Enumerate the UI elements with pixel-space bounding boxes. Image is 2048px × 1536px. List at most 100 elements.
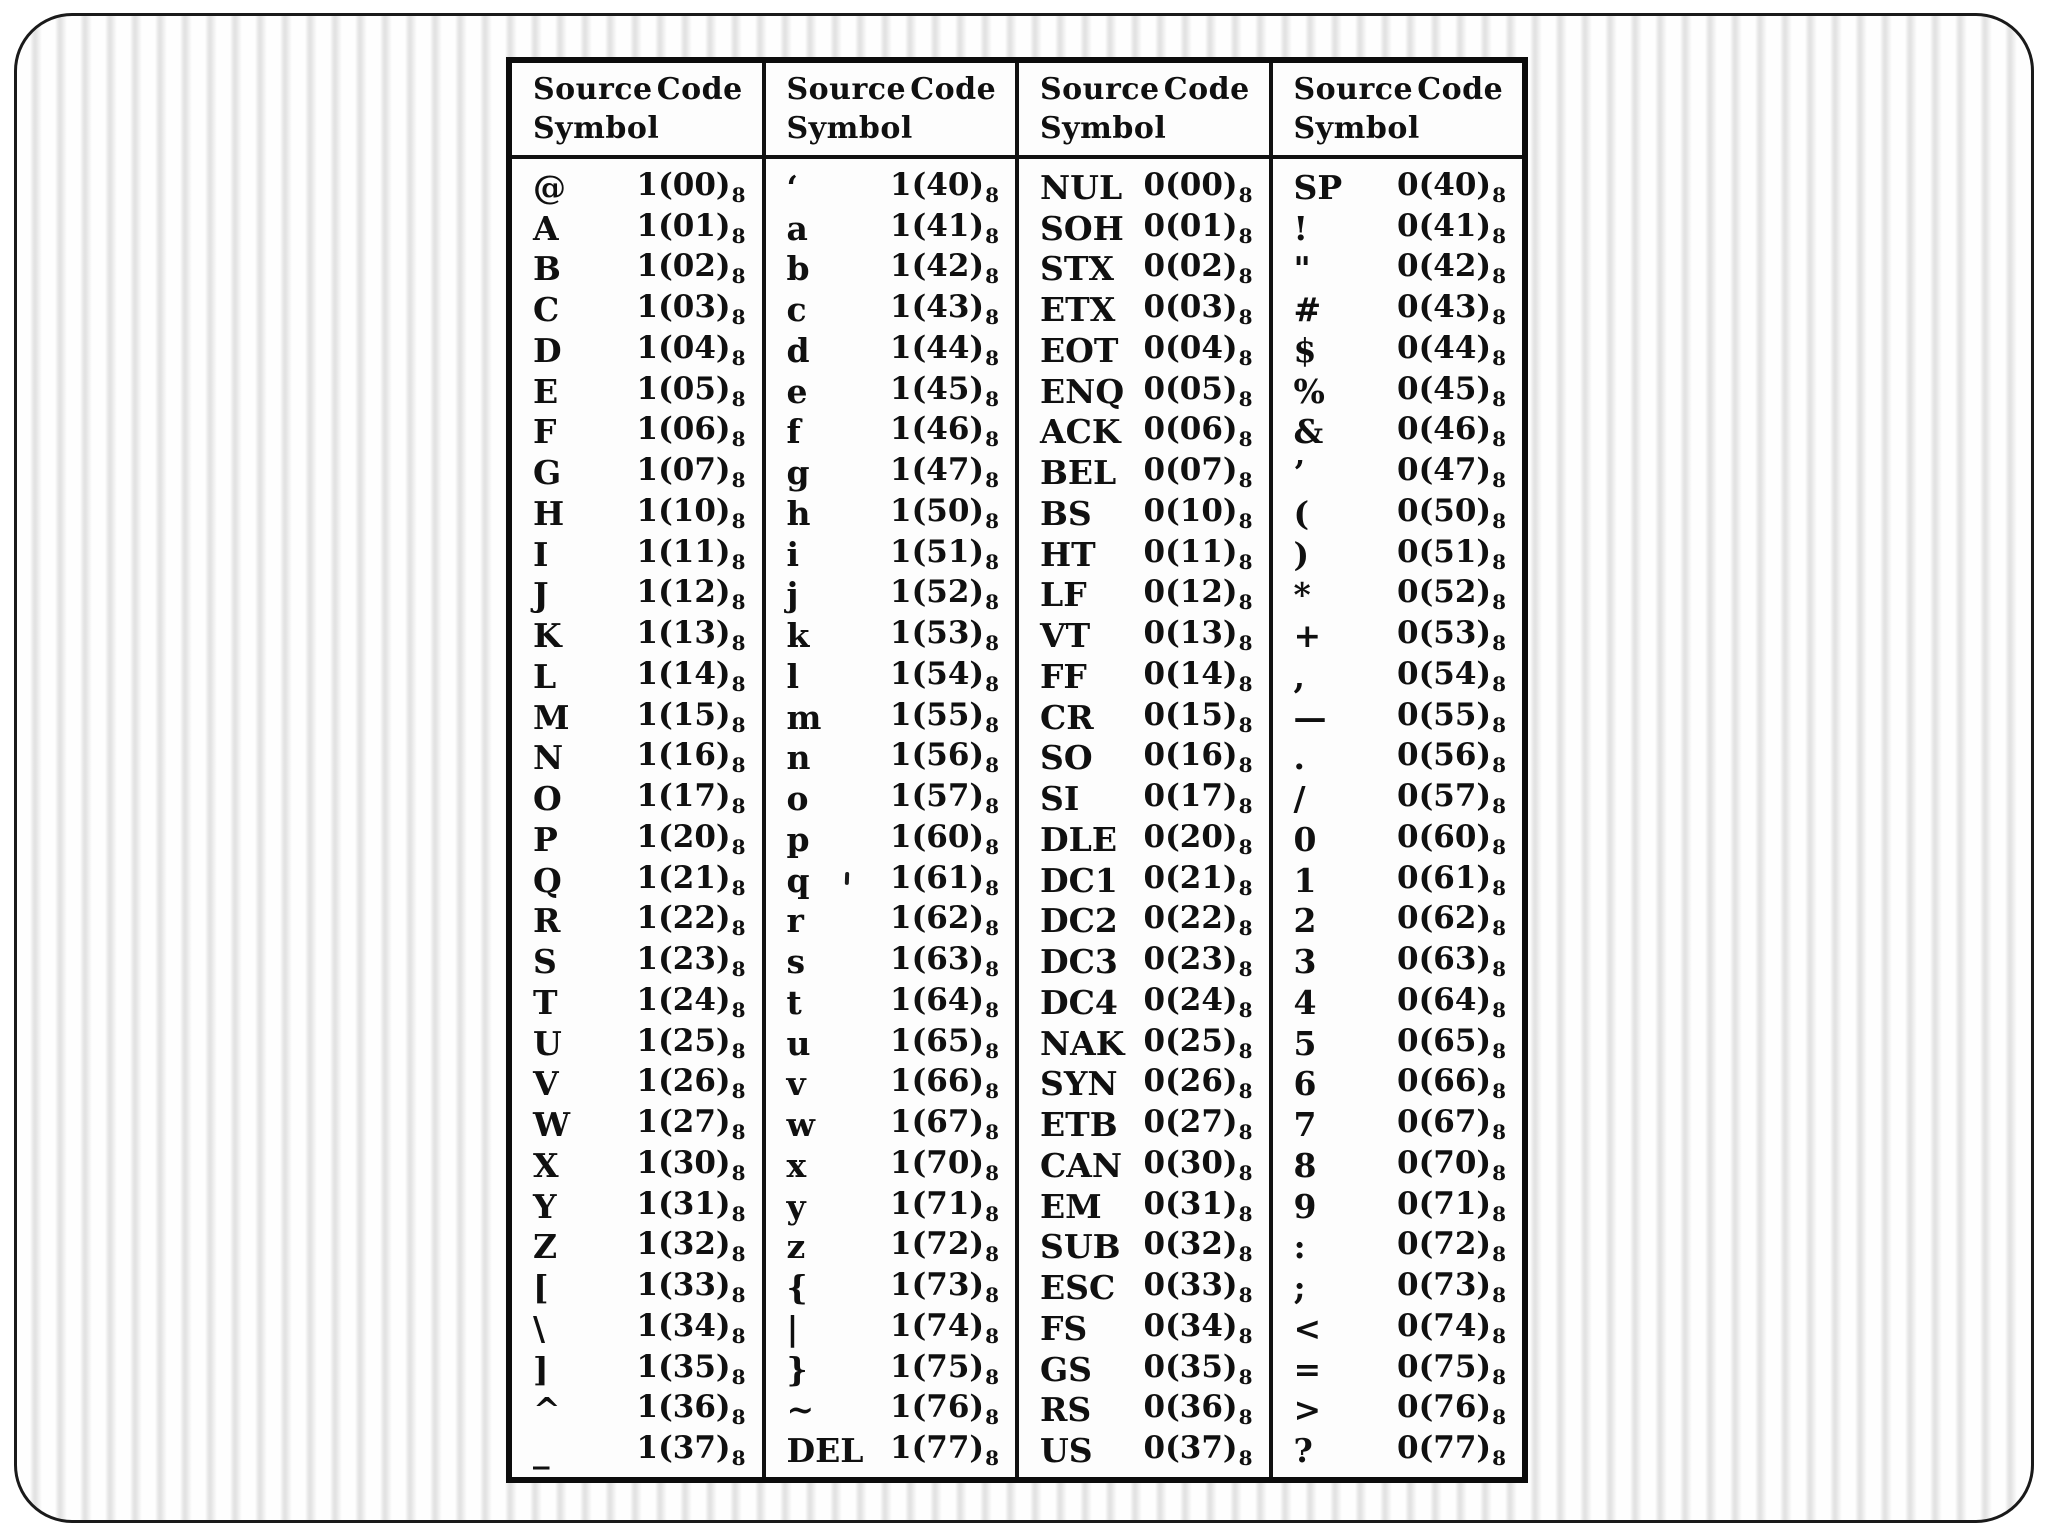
table-row: e 1(45)8 [766, 371, 1016, 412]
radix-subscript: 8 [1492, 1120, 1506, 1145]
source-symbol: t [786, 982, 802, 1022]
source-symbol: d [786, 330, 810, 370]
octal-code: 1(12)8 [636, 574, 746, 613]
radix-subscript: 8 [1492, 712, 1506, 737]
octal-code: 1(13)8 [637, 618, 746, 654]
radix-subscript: 8 [985, 794, 999, 819]
source-symbol: E [533, 371, 559, 411]
octal-code: 1(72)8 [890, 1229, 999, 1265]
table-row: E 1(05)8 [512, 371, 762, 412]
octal-code: 1(73)8 [890, 1270, 999, 1306]
octal-code: 0(13)8 [1143, 615, 1253, 654]
code-value: 0(03) [1143, 289, 1238, 326]
code-value: 1(04) [636, 329, 731, 366]
table-row: \ 1(34)8 [512, 1308, 762, 1349]
source-symbol: SYN [1040, 1064, 1118, 1104]
table-row: Z 1(32)8 [512, 1227, 762, 1268]
source-symbol: DEL [786, 1431, 864, 1471]
radix-subscript: 8 [1238, 1323, 1253, 1348]
code-value: 0(07) [1143, 452, 1238, 489]
source-symbol: % [1293, 371, 1325, 411]
source-symbol: p [786, 819, 810, 859]
code-value: 1(01) [636, 207, 731, 244]
code-column-group-3: Source Symbol Code NUL 0(00)8 SOH 0(01)8 STX… [1015, 63, 1269, 1477]
table-row: k 1(53)8 [766, 615, 1016, 656]
table-row: p 1(60)8 [766, 819, 1016, 860]
code-value: 1(32) [636, 1226, 731, 1263]
table-row: K 1(13)8 [512, 615, 762, 656]
octal-code: 0(56)8 [1397, 740, 1506, 776]
table-row: a 1(41)8 [766, 208, 1016, 249]
table-row: SUB 0(32)8 [1019, 1227, 1269, 1268]
code-value: 0(71) [1397, 1185, 1492, 1222]
source-symbol: { [786, 1268, 808, 1308]
radix-subscript: 8 [731, 468, 746, 493]
table-row: Q 1(21)8 [512, 860, 762, 901]
table-row: * 0(52)8 [1273, 575, 1523, 616]
table-row: j 1(52)8 [766, 575, 1016, 616]
octal-code: 0(23)8 [1144, 944, 1253, 980]
table-row: q 1(61)8 [766, 860, 1016, 901]
radix-subscript: 8 [1238, 1160, 1253, 1185]
column-group-rows: ‘1(40)8 a 1(41)8 b 1(42)8 c 1(43)8 d 1(44)8 e 1(45… [766, 159, 1016, 1477]
source-symbol: LF [1040, 575, 1087, 615]
source-symbol: ETX [1040, 290, 1116, 330]
table-row: LF 0(12)8 [1019, 575, 1269, 616]
table-row: 6 0(66)8 [1273, 1064, 1523, 1105]
octal-code: 0(54)8 [1397, 655, 1506, 694]
octal-code: 0(33)8 [1144, 1270, 1253, 1306]
table-row: CAN 0(30)8 [1019, 1145, 1269, 1186]
octal-code: 1(64)8 [890, 984, 999, 1020]
code-value: 1(06) [636, 411, 731, 448]
table-row: 3 0(63)8 [1273, 941, 1523, 982]
table-row: D 1(04)8 [512, 330, 762, 371]
code-value: 1(62) [890, 900, 985, 937]
source-symbol: B [533, 249, 561, 289]
radix-subscript: 8 [1238, 1242, 1253, 1267]
radix-subscript: 8 [731, 997, 746, 1022]
table-row: DLE 0(20)8 [1019, 819, 1269, 860]
table-row: T 1(24)8 [512, 982, 762, 1023]
radix-subscript: 8 [1238, 1201, 1253, 1226]
table-row: DC1 0(21)8 [1019, 860, 1269, 901]
table-row: ACK 0(06)8 [1019, 412, 1269, 453]
code-value: 1(12) [636, 574, 731, 611]
source-symbol: SI [1040, 779, 1080, 819]
code-column-group-4: Source Symbol Code SP 0(40)8! 0(41)8 " 0(42)… [1268, 63, 1523, 1477]
code-value: 1(15) [636, 696, 731, 733]
table-row: | 1(74)8 [766, 1308, 1016, 1349]
octal-code: 1(24)8 [637, 984, 746, 1022]
table-row: X 1(30)8 [512, 1145, 762, 1186]
octal-code: 1(34)8 [637, 1310, 746, 1346]
table-row: P 1(20)8 [512, 819, 762, 860]
table-row: c 1(43)8 [766, 289, 1016, 330]
table-row: i 1(51)8 [766, 534, 1016, 575]
code-value: 1(36) [636, 1389, 731, 1426]
header-source-label: Source [1040, 72, 1160, 107]
code-value: 1(53) [890, 615, 985, 652]
table-row: y 1(71)8 [766, 1186, 1016, 1227]
octal-code: 0(36)8 [1144, 1392, 1253, 1428]
octal-code: 0(44)8 [1397, 332, 1506, 368]
octal-code: 0(21)8 [1144, 862, 1253, 898]
code-value: 0(76) [1397, 1389, 1492, 1426]
source-symbol: DC1 [1040, 860, 1118, 900]
octal-code: 1(56)8 [890, 740, 999, 778]
code-value: 0(74) [1397, 1307, 1492, 1344]
octal-code: 1(16)8 [637, 740, 746, 776]
radix-subscript: 8 [1238, 916, 1253, 941]
octal-code: 0(77)8 [1397, 1433, 1506, 1469]
octal-code: 0(65)8 [1397, 1025, 1506, 1061]
table-row: b 1(42)8 [766, 249, 1016, 290]
code-value: 0(41) [1397, 207, 1492, 244]
code-value: 0(13) [1143, 615, 1238, 652]
table-row: 8 0(70)8 [1273, 1145, 1523, 1186]
code-value: 0(54) [1397, 655, 1492, 692]
source-symbol: VT [1040, 616, 1091, 656]
code-value: 0(14) [1143, 655, 1238, 692]
code-value: 1(10) [636, 492, 731, 529]
radix-subscript: 8 [1238, 1120, 1253, 1145]
radix-subscript: 8 [1238, 508, 1253, 533]
octal-code: 0(30)8 [1144, 1147, 1253, 1185]
radix-subscript: 8 [985, 753, 999, 778]
